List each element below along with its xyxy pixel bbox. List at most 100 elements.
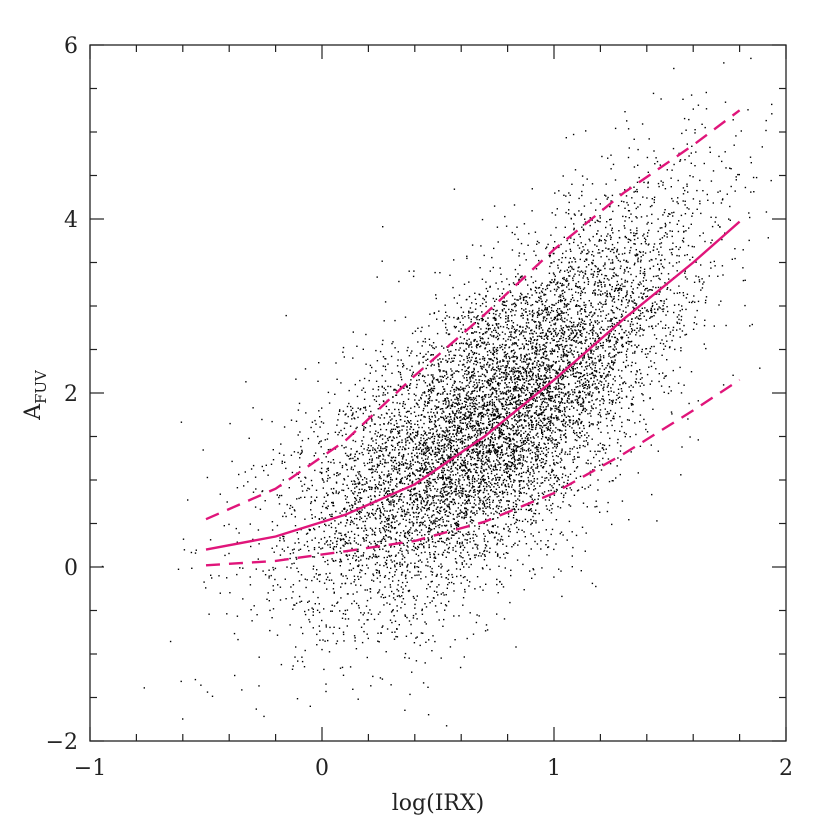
scatter-point bbox=[432, 443, 434, 445]
scatter-point bbox=[372, 573, 374, 575]
scatter-point bbox=[501, 309, 504, 311]
scatter-point bbox=[485, 458, 488, 461]
scatter-point bbox=[577, 329, 580, 331]
scatter-point bbox=[410, 468, 413, 470]
scatter-point bbox=[680, 392, 683, 394]
scatter-point bbox=[479, 485, 481, 487]
scatter-point bbox=[482, 485, 485, 487]
scatter-point bbox=[529, 383, 531, 386]
scatter-point bbox=[483, 489, 486, 491]
scatter-point bbox=[436, 611, 438, 613]
scatter-point bbox=[477, 453, 480, 455]
scatter-point bbox=[474, 405, 476, 408]
scatter-point bbox=[630, 364, 633, 367]
scatter-point bbox=[576, 466, 579, 468]
scatter-point bbox=[608, 412, 610, 415]
scatter-point bbox=[492, 499, 494, 502]
scatter-point bbox=[425, 606, 428, 608]
scatter-point bbox=[566, 406, 568, 408]
scatter-point bbox=[379, 484, 381, 486]
scatter-point bbox=[433, 522, 435, 524]
scatter-point bbox=[364, 427, 367, 429]
scatter-point bbox=[571, 531, 573, 533]
scatter-point bbox=[536, 503, 539, 505]
scatter-point bbox=[595, 308, 597, 311]
scatter-point bbox=[445, 311, 447, 313]
scatter-point bbox=[625, 306, 627, 309]
scatter-point bbox=[493, 305, 496, 307]
scatter-point bbox=[565, 436, 567, 438]
scatter-point bbox=[323, 530, 325, 533]
scatter-point bbox=[691, 301, 693, 304]
scatter-point bbox=[328, 651, 331, 653]
scatter-point bbox=[411, 438, 413, 440]
scatter-point bbox=[505, 354, 507, 356]
scatter-point bbox=[556, 407, 558, 409]
scatter-point bbox=[393, 467, 395, 469]
scatter-point bbox=[573, 227, 575, 230]
scatter-point bbox=[421, 506, 423, 508]
scatter-point bbox=[647, 171, 649, 173]
scatter-point bbox=[580, 214, 582, 216]
scatter-point bbox=[488, 401, 491, 404]
scatter-point bbox=[680, 315, 683, 318]
scatter-point bbox=[402, 598, 405, 600]
scatter-point bbox=[367, 619, 369, 621]
scatter-point bbox=[620, 278, 623, 280]
scatter-point bbox=[488, 379, 491, 382]
scatter-point bbox=[492, 349, 494, 351]
scatter-point bbox=[365, 481, 368, 483]
scatter-point bbox=[582, 425, 585, 427]
scatter-point bbox=[442, 457, 444, 460]
scatter-point bbox=[423, 507, 426, 509]
scatter-point bbox=[500, 416, 502, 418]
scatter-point bbox=[357, 604, 360, 607]
scatter-point bbox=[443, 459, 446, 462]
scatter-point bbox=[474, 444, 476, 446]
scatter-point bbox=[492, 347, 494, 349]
scatter-point bbox=[476, 451, 478, 453]
scatter-point bbox=[335, 546, 337, 548]
scatter-point bbox=[597, 421, 599, 423]
scatter-point bbox=[454, 490, 456, 493]
scatter-point bbox=[563, 395, 565, 397]
scatter-point bbox=[577, 351, 579, 353]
scatter-point bbox=[467, 500, 469, 502]
scatter-point bbox=[474, 556, 476, 559]
scatter-point bbox=[444, 399, 447, 401]
scatter-point bbox=[463, 406, 465, 409]
scatter-point bbox=[561, 450, 563, 452]
scatter-point bbox=[527, 509, 530, 512]
scatter-point bbox=[429, 481, 432, 484]
scatter-point bbox=[577, 266, 579, 269]
scatter-point bbox=[580, 435, 583, 437]
scatter-point bbox=[661, 339, 663, 341]
scatter-point bbox=[492, 297, 495, 300]
scatter-point bbox=[388, 503, 390, 506]
scatter-point bbox=[439, 500, 441, 502]
scatter-point bbox=[360, 559, 362, 561]
scatter-point bbox=[562, 356, 564, 358]
scatter-point bbox=[457, 456, 459, 459]
scatter-point bbox=[580, 297, 582, 300]
scatter-point bbox=[685, 230, 687, 232]
scatter-point bbox=[440, 361, 442, 363]
scatter-point bbox=[494, 372, 497, 374]
scatter-point bbox=[533, 519, 535, 522]
scatter-point bbox=[377, 431, 379, 434]
scatter-point bbox=[516, 377, 518, 379]
scatter-point bbox=[512, 517, 515, 519]
scatter-point bbox=[511, 320, 513, 322]
scatter-point bbox=[506, 493, 509, 496]
scatter-point bbox=[298, 542, 300, 544]
scatter-point bbox=[469, 483, 471, 485]
scatter-point bbox=[655, 157, 657, 159]
scatter-point bbox=[499, 447, 501, 449]
scatter-point bbox=[449, 393, 451, 395]
scatter-point bbox=[490, 380, 492, 383]
scatter-point bbox=[397, 432, 399, 435]
scatter-point bbox=[488, 499, 491, 501]
scatter-point bbox=[602, 457, 604, 460]
scatter-point bbox=[412, 525, 414, 527]
scatter-point bbox=[486, 550, 488, 552]
